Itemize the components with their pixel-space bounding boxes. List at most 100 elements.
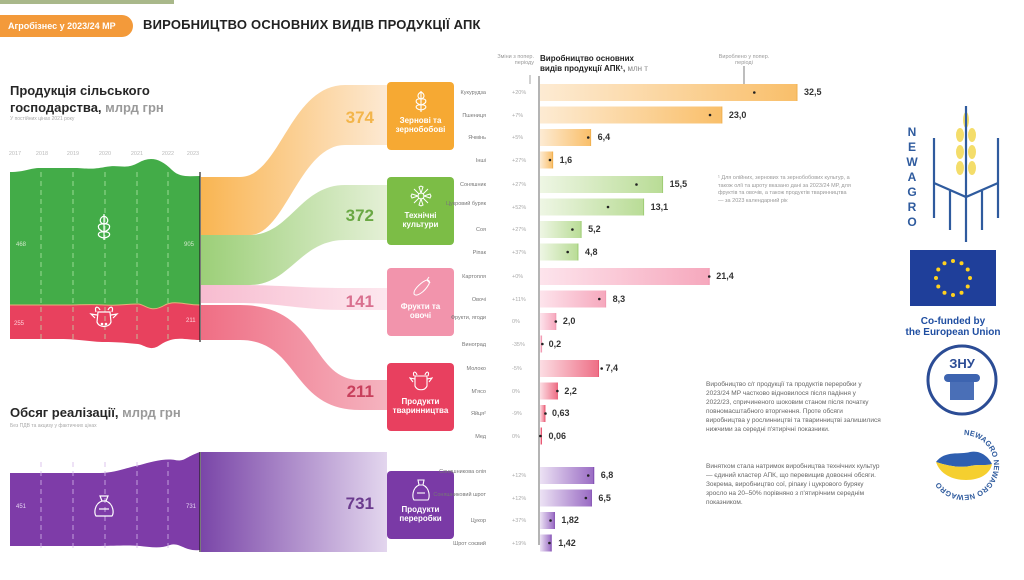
previous-period-marker bbox=[556, 389, 559, 393]
top-strip bbox=[0, 0, 174, 4]
bar-value-label: 13,1 bbox=[650, 201, 669, 212]
category-technical[interactable]: Технічні культури bbox=[387, 177, 454, 245]
previous-period-marker bbox=[566, 250, 569, 254]
cow-icon bbox=[408, 371, 433, 391]
bar-value-label: 6,5 bbox=[598, 492, 611, 503]
sales-title: Обсяг реалізації, млрд грн bbox=[10, 404, 181, 421]
technical-total: 372 bbox=[345, 206, 374, 225]
previous-period-marker bbox=[544, 412, 547, 415]
category-livestock[interactable]: Продукти тваринництва bbox=[387, 363, 454, 431]
eu-caption-line2: the European Union bbox=[905, 327, 1001, 338]
bar-value-label: 4,8 bbox=[584, 246, 598, 257]
category-grain[interactable]: Зернові та зернобобові bbox=[387, 82, 454, 150]
bar-value-label: 15,5 bbox=[669, 179, 688, 189]
bar-category-label: Ячмінь bbox=[468, 135, 486, 141]
year-axis: 2017 2018 2019 2020 2021 2022 2023 bbox=[9, 151, 199, 157]
eu-caption-line1: Co-funded by bbox=[920, 316, 986, 327]
bar bbox=[540, 489, 592, 507]
flow-band-livestock bbox=[201, 305, 387, 410]
cow-icon bbox=[89, 306, 119, 328]
eu-star bbox=[965, 284, 970, 289]
sales-subtitle: Без ПДВ та акцизу у фактичних цінах bbox=[10, 423, 97, 429]
fruit-label-2: овочі bbox=[409, 311, 432, 320]
bar-value-label: 6,8 bbox=[600, 470, 614, 480]
production-subtitle: У постійних цінах 2021 року bbox=[10, 116, 75, 122]
bar-change-label: +7% bbox=[512, 112, 524, 119]
livestock-label-2: тваринництва bbox=[392, 406, 449, 415]
eu-flag-icon bbox=[910, 250, 996, 306]
fruit-label-1: Фрукти та bbox=[400, 302, 441, 311]
chart-title: Виробництво основних видів продукції АПК… bbox=[540, 54, 648, 74]
sales-title-text: Обсяг реалізації, bbox=[10, 405, 119, 420]
previous-period-marker bbox=[586, 136, 590, 139]
bar-value-label: 2,2 bbox=[564, 385, 577, 396]
bar-change-label: -9% bbox=[512, 411, 522, 417]
newagro-letter: A bbox=[908, 170, 917, 184]
newagro-letter: E bbox=[908, 140, 916, 154]
livestock-start-label: 255 bbox=[14, 321, 25, 327]
bar-change-label: 0% bbox=[512, 388, 520, 395]
bar-change-label: 0% bbox=[512, 319, 520, 325]
previous-period-marker bbox=[606, 205, 610, 209]
bar-value-label: 23,0 bbox=[728, 109, 747, 120]
bar-category-label: Ріпак bbox=[472, 249, 486, 256]
processing-label-2: переробки bbox=[399, 514, 442, 523]
previous-period-marker bbox=[548, 158, 552, 162]
crop-end-label: 905 bbox=[184, 242, 195, 248]
summary-paragraph-1: Виробництво с/г продукції та продуктів п… bbox=[706, 381, 881, 433]
newagro-letter: G bbox=[907, 185, 916, 199]
bar-change-label: +37% bbox=[512, 249, 527, 256]
footnote: ¹ Для олійних, зернових та зернобобових … bbox=[718, 175, 851, 204]
bar bbox=[540, 360, 599, 377]
bar-value-label: 32,5 bbox=[804, 87, 822, 97]
bar bbox=[540, 198, 644, 216]
crop-start-label: 468 bbox=[16, 242, 27, 248]
bar bbox=[540, 335, 542, 353]
newagro-letters: NEWAGRO bbox=[906, 125, 918, 229]
bar-change-label: +12% bbox=[512, 495, 527, 502]
wheat-ear-icon bbox=[956, 112, 976, 175]
sack-icon bbox=[411, 479, 430, 501]
bar-change-label: +19% bbox=[512, 540, 527, 547]
bar-change-label: -35% bbox=[512, 341, 525, 348]
bar-category-label: Виноград bbox=[461, 341, 486, 348]
bar-value-label: 1,42 bbox=[558, 537, 576, 548]
eu-caption: Co-funded by the European Union bbox=[900, 316, 1006, 338]
eu-star bbox=[942, 290, 947, 295]
eu-star bbox=[942, 261, 947, 266]
flow-band-fruit bbox=[201, 285, 387, 310]
eu-star bbox=[959, 261, 964, 266]
eu-star bbox=[936, 267, 941, 272]
bar bbox=[540, 106, 722, 124]
category-processing[interactable]: Продукти переробки bbox=[387, 471, 454, 539]
previous-period-marker bbox=[549, 519, 552, 522]
previous-period-marker bbox=[752, 91, 756, 94]
flower-icon bbox=[409, 185, 432, 207]
bar bbox=[540, 382, 558, 400]
category-fruit[interactable]: Фрукти та овочі bbox=[387, 268, 454, 336]
crop-area bbox=[10, 158, 200, 309]
summary-paragraph-2: Винятком стала натримок виробництва техн… bbox=[706, 463, 880, 506]
grain-label-2: зернобобові bbox=[395, 125, 446, 134]
production-title-line1: Продукція сільського bbox=[10, 83, 150, 98]
bar-category-label: Соя bbox=[475, 227, 486, 233]
bar-change-label: +27% bbox=[512, 182, 527, 188]
previous-period-marker bbox=[584, 496, 588, 500]
bar-value-label: 1,82 bbox=[561, 515, 579, 525]
newagro-letter: O bbox=[907, 215, 916, 229]
bar-value-label: 2,0 bbox=[562, 316, 576, 326]
livestock-label-1: Продукти bbox=[401, 397, 440, 406]
year-gridlines bbox=[40, 172, 169, 552]
grain-label-1: Зернові та bbox=[399, 116, 442, 125]
newagro-ukraine-logo: NEWAGRO NEWAGRO NEWAGRO bbox=[933, 428, 1001, 502]
sales-unit: млрд грн bbox=[122, 405, 181, 420]
previous-period-marker bbox=[707, 275, 711, 278]
chart-title-line1: Виробництво основних bbox=[540, 54, 634, 63]
bar-value-label: 1,6 bbox=[559, 154, 573, 165]
sales-end-label: 731 bbox=[186, 504, 197, 510]
technical-label-1: Технічні bbox=[404, 211, 437, 220]
fruit-total: 141 bbox=[345, 292, 374, 311]
bar-category-label: Картопля bbox=[462, 274, 486, 280]
bar-change-label: +20% bbox=[512, 90, 527, 96]
